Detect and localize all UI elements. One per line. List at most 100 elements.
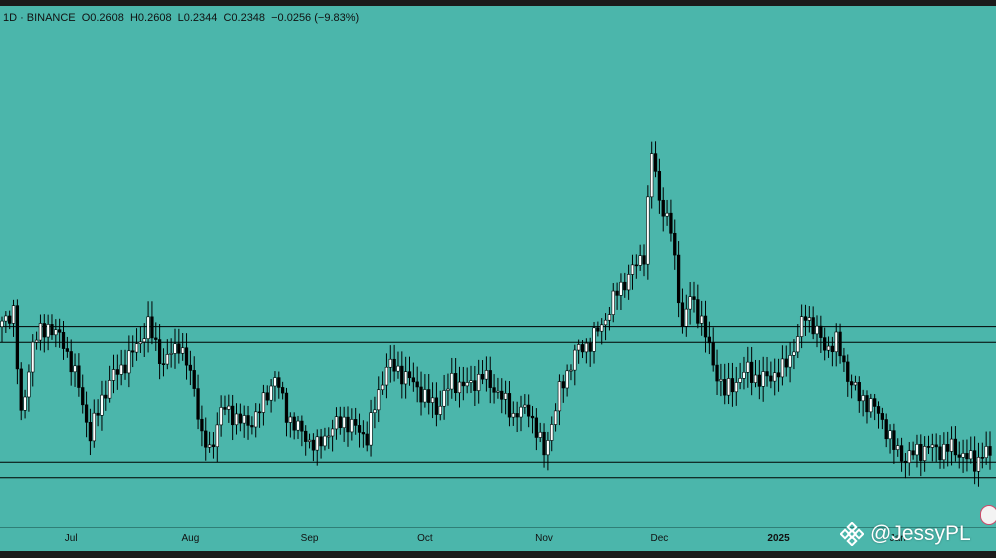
- candle-body-up: [261, 392, 266, 413]
- candle-body-up: [442, 390, 446, 407]
- candle: [219, 395, 223, 437]
- candle: [680, 288, 685, 334]
- candle-body-down: [515, 413, 519, 418]
- candle-body-up: [869, 398, 873, 413]
- candle-body-up: [315, 436, 319, 451]
- candle-body-up: [369, 412, 373, 446]
- candle: [607, 306, 612, 331]
- candle: [315, 429, 319, 466]
- candle: [161, 348, 166, 377]
- candle: [419, 371, 423, 416]
- candle-body-up: [650, 153, 654, 198]
- candle: [511, 401, 515, 426]
- candle-body-down: [461, 381, 465, 387]
- candle: [899, 437, 904, 472]
- candle: [788, 342, 792, 383]
- candle: [938, 435, 942, 469]
- candle-body-up: [557, 381, 562, 412]
- candle: [538, 422, 542, 443]
- candle-body-down: [157, 339, 162, 364]
- candle: [577, 339, 581, 364]
- candle: [104, 380, 108, 411]
- candle: [949, 426, 954, 466]
- candle-body-up: [923, 446, 927, 461]
- candle-body-up: [753, 374, 758, 383]
- candle-body-up: [853, 382, 858, 386]
- candle-body-down: [280, 387, 285, 394]
- candle: [846, 354, 850, 397]
- candle: [300, 415, 304, 447]
- candle: [615, 282, 619, 310]
- candle-body-down: [188, 364, 193, 371]
- candle-body-down: [311, 439, 316, 451]
- candle: [892, 423, 896, 464]
- candle-body-down: [819, 325, 823, 338]
- candle-body-down: [204, 430, 208, 448]
- candle: [673, 219, 677, 270]
- candle-body-up: [100, 394, 104, 416]
- candle-body-down: [150, 316, 154, 339]
- candle-body-down: [946, 444, 950, 452]
- candle: [530, 406, 535, 434]
- candle-body-down: [507, 393, 512, 418]
- candle-body-up: [577, 344, 581, 351]
- candle: [546, 431, 550, 471]
- candle: [323, 427, 327, 451]
- candle: [69, 339, 73, 386]
- candle: [19, 362, 23, 421]
- candle-body-down: [873, 398, 877, 407]
- candle-body-down: [653, 153, 658, 172]
- candle: [442, 374, 446, 420]
- candle-body-down: [407, 371, 412, 379]
- candle: [972, 436, 977, 485]
- candle: [23, 389, 27, 419]
- candle: [842, 347, 846, 372]
- candle-body-down: [434, 397, 439, 415]
- candle: [865, 390, 869, 424]
- candlestick-chart[interactable]: [0, 0, 996, 527]
- candle-body-up: [404, 371, 408, 385]
- candle: [200, 405, 204, 447]
- candle: [15, 299, 20, 385]
- candle: [96, 399, 100, 427]
- binance-logo-icon: [840, 522, 864, 546]
- candle-body-down: [223, 407, 227, 410]
- candle: [181, 333, 185, 361]
- candle-body-down: [15, 305, 20, 370]
- candle-body-up: [538, 431, 542, 438]
- candle-body-down: [849, 381, 854, 386]
- candle: [250, 416, 254, 435]
- candle: [142, 323, 146, 357]
- candle: [392, 344, 396, 382]
- candle: [903, 452, 908, 479]
- candle-body-down: [292, 416, 296, 431]
- candle: [942, 432, 946, 469]
- candle: [953, 426, 958, 462]
- candle-body-down: [596, 327, 600, 332]
- candle: [234, 403, 239, 435]
- candle: [173, 328, 177, 369]
- candle-body-up: [619, 281, 623, 296]
- candle-body-up: [984, 446, 988, 458]
- candle-body-down: [899, 445, 904, 462]
- candle-body-down: [361, 432, 366, 435]
- candle: [131, 335, 135, 368]
- candle-body-down: [184, 347, 189, 366]
- candle-body-down: [811, 317, 815, 335]
- flash-icon[interactable]: [980, 505, 996, 525]
- candle-body-down: [61, 331, 66, 349]
- candle: [657, 158, 662, 214]
- candle: [623, 272, 627, 298]
- candle: [792, 339, 796, 370]
- candle-body-up: [73, 365, 77, 373]
- time-axis[interactable]: [0, 527, 996, 552]
- candle-body-up: [242, 415, 246, 424]
- candle: [596, 321, 600, 337]
- candle: [330, 419, 335, 452]
- candle: [165, 339, 169, 370]
- candle: [542, 423, 546, 468]
- candle-body-down: [561, 381, 565, 389]
- candle: [423, 374, 427, 408]
- candle-body-up: [457, 381, 462, 394]
- candle-body-up: [127, 350, 131, 374]
